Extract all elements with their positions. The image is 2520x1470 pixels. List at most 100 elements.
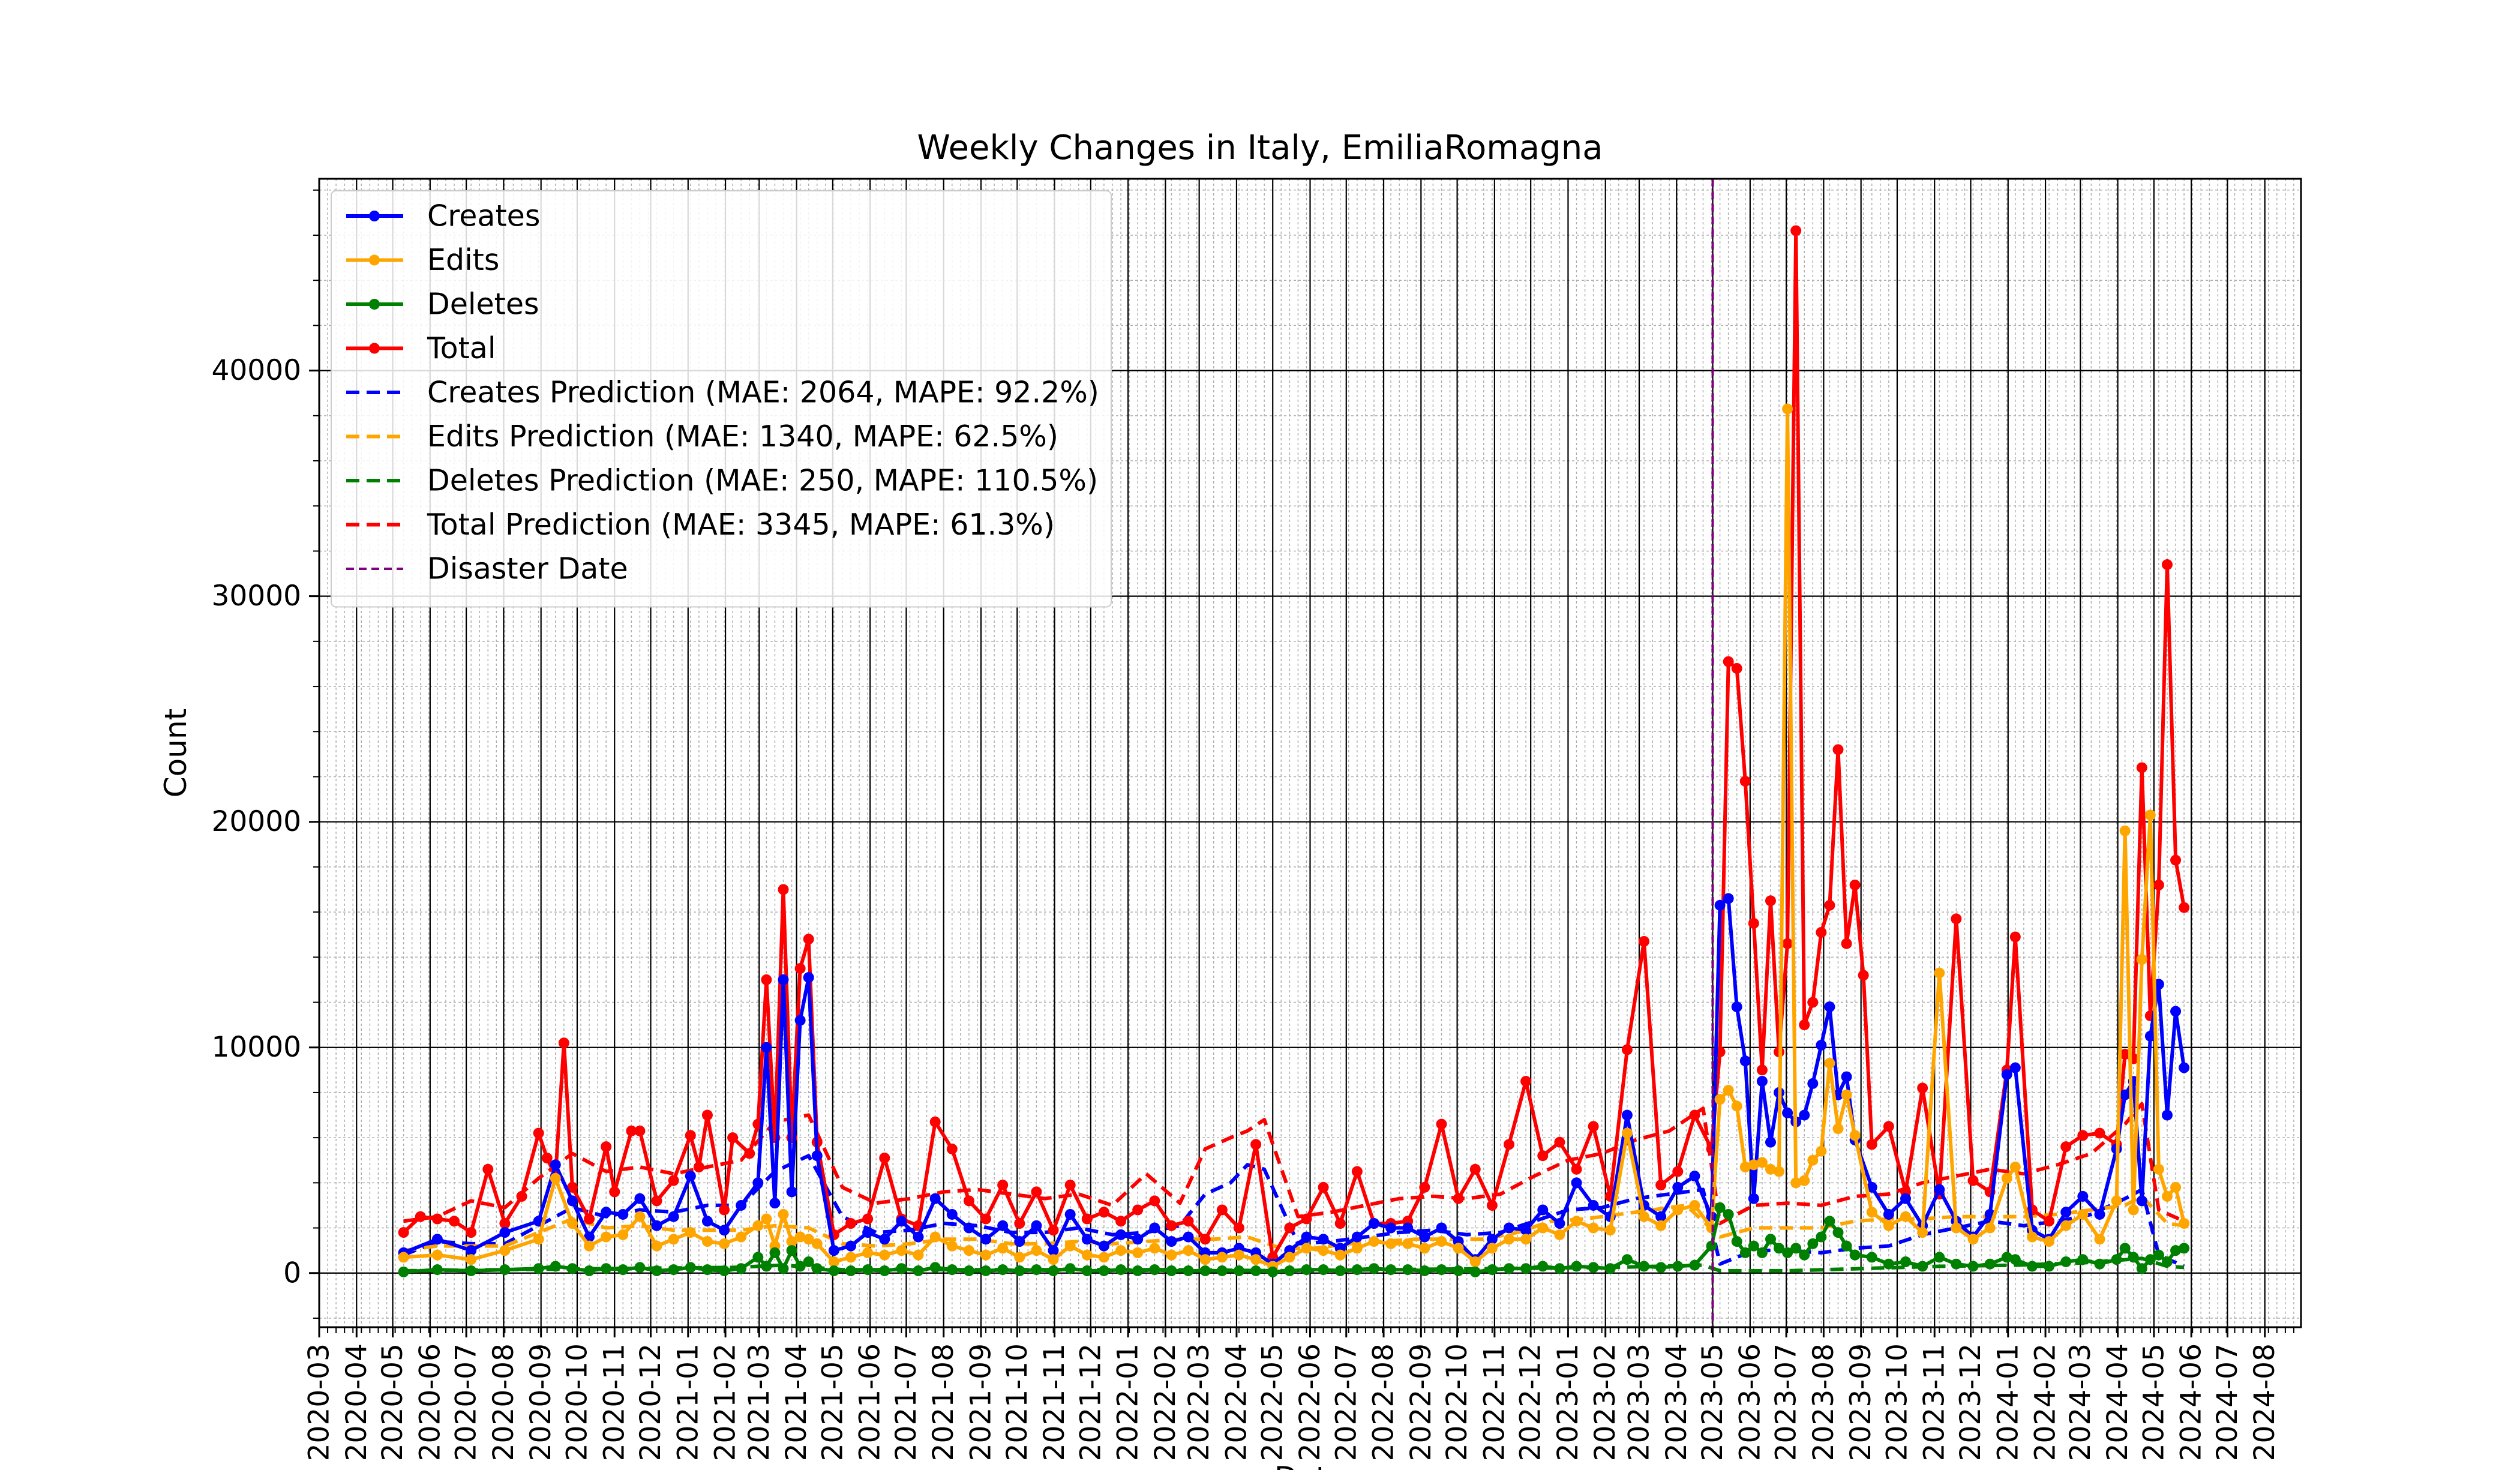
tick-label-x: 2023-05 bbox=[1696, 1343, 1729, 1461]
point-edits bbox=[2026, 1231, 2038, 1243]
point-edits bbox=[466, 1254, 477, 1265]
point-deletes bbox=[1748, 1240, 1759, 1252]
point-total bbox=[1115, 1216, 1127, 1227]
legend-label-edits: Edits bbox=[427, 243, 499, 277]
point-creates bbox=[1554, 1218, 1565, 1229]
point-deletes bbox=[1756, 1247, 1768, 1258]
point-edits bbox=[2119, 825, 2131, 836]
point-creates bbox=[2060, 1207, 2072, 1218]
point-edits bbox=[1984, 1222, 1996, 1234]
point-edits bbox=[584, 1240, 595, 1252]
series-deletes-prediction bbox=[403, 1256, 2185, 1273]
point-creates bbox=[1132, 1234, 1144, 1245]
point-creates bbox=[1504, 1222, 1515, 1234]
point-total bbox=[584, 1213, 595, 1225]
point-creates bbox=[1723, 893, 1734, 904]
point-creates bbox=[466, 1245, 477, 1256]
point-deletes bbox=[879, 1265, 890, 1276]
point-total bbox=[1858, 970, 1869, 981]
legend-label-deletes: Deletes bbox=[427, 287, 539, 322]
point-deletes bbox=[1166, 1265, 1177, 1276]
point-deletes bbox=[1436, 1264, 1447, 1276]
tick-label-x: 2022-03 bbox=[1183, 1343, 1216, 1461]
point-creates bbox=[1166, 1236, 1177, 1247]
tick-label-x: 2024-05 bbox=[2137, 1343, 2170, 1461]
point-edits bbox=[1655, 1220, 1667, 1231]
point-deletes bbox=[2144, 1254, 2156, 1265]
point-edits bbox=[1841, 1089, 1852, 1100]
point-edits bbox=[1014, 1252, 1025, 1263]
point-deletes bbox=[2077, 1254, 2089, 1265]
point-edits bbox=[2077, 1208, 2089, 1220]
point-deletes bbox=[1816, 1231, 1827, 1243]
tick-label-x: 2024-02 bbox=[2029, 1343, 2062, 1461]
legend-marker-deletes bbox=[369, 299, 380, 310]
x-axis: 2020-03 2020-04 2020-05 2020-06 2020-07 2020-… bbox=[303, 1327, 2294, 1461]
point-creates bbox=[1621, 1109, 1633, 1121]
legend-label-total-prediction: Total Prediction (MAE: 3345, MAPE: 61.3%… bbox=[427, 508, 1055, 542]
point-edits bbox=[811, 1238, 823, 1249]
point-edits bbox=[1917, 1227, 1928, 1238]
point-deletes bbox=[601, 1263, 612, 1274]
point-edits bbox=[1639, 1211, 1650, 1222]
point-creates bbox=[2077, 1190, 2089, 1202]
tick-label-x: 2022-02 bbox=[1149, 1343, 1182, 1461]
point-deletes bbox=[1385, 1264, 1397, 1276]
point-creates bbox=[794, 1015, 806, 1026]
point-edits bbox=[1132, 1247, 1144, 1258]
point-total bbox=[1807, 997, 1819, 1008]
tick-label-x: 2021-11 bbox=[1038, 1343, 1071, 1461]
point-deletes bbox=[1588, 1262, 1599, 1273]
point-deletes bbox=[1655, 1262, 1667, 1273]
tick-label-x: 2024-07 bbox=[2211, 1343, 2244, 1461]
point-edits bbox=[1731, 1100, 1742, 1112]
point-edits bbox=[1318, 1245, 1329, 1256]
point-total bbox=[1655, 1180, 1667, 1191]
point-deletes bbox=[2170, 1245, 2182, 1256]
point-deletes bbox=[913, 1265, 924, 1276]
point-creates bbox=[1714, 899, 1726, 911]
point-edits bbox=[1149, 1243, 1160, 1254]
point-creates bbox=[761, 1042, 772, 1053]
tick-label-x: 2022-11 bbox=[1478, 1343, 1511, 1461]
point-edits bbox=[1756, 1157, 1768, 1168]
point-total bbox=[794, 963, 806, 974]
point-deletes bbox=[668, 1264, 679, 1276]
point-deletes bbox=[584, 1265, 595, 1276]
point-total bbox=[1672, 1166, 1684, 1177]
point-total bbox=[668, 1175, 679, 1186]
point-total bbox=[2060, 1141, 2072, 1153]
point-creates bbox=[1436, 1222, 1447, 1234]
point-deletes bbox=[1832, 1227, 1844, 1238]
point-creates bbox=[929, 1193, 941, 1204]
point-deletes bbox=[1706, 1240, 1717, 1252]
series-total-prediction bbox=[403, 1102, 2185, 1225]
point-edits bbox=[719, 1238, 730, 1249]
tick-label-x: 2023-09 bbox=[1844, 1343, 1877, 1461]
point-deletes bbox=[2009, 1254, 2021, 1265]
tick-label-x: 2021-07 bbox=[890, 1343, 923, 1461]
point-edits bbox=[2136, 954, 2147, 965]
point-total bbox=[963, 1195, 974, 1207]
point-edits bbox=[1419, 1243, 1430, 1254]
point-total bbox=[1866, 1139, 1877, 1150]
point-deletes bbox=[752, 1252, 764, 1263]
point-total bbox=[1967, 1175, 1979, 1186]
point-deletes bbox=[862, 1264, 874, 1276]
point-deletes bbox=[398, 1266, 409, 1277]
point-deletes bbox=[1672, 1261, 1684, 1272]
tick-label-x: 2023-02 bbox=[1589, 1343, 1622, 1461]
tick-label-x: 2022-12 bbox=[1514, 1343, 1547, 1461]
tick-label-x: 2023-01 bbox=[1552, 1343, 1585, 1461]
point-deletes bbox=[794, 1261, 806, 1272]
point-edits bbox=[929, 1231, 941, 1243]
point-creates bbox=[617, 1208, 629, 1220]
tick-label-x: 2022-01 bbox=[1112, 1343, 1145, 1461]
point-deletes bbox=[1951, 1258, 1962, 1270]
point-total bbox=[2094, 1127, 2105, 1139]
point-total bbox=[1031, 1186, 1042, 1198]
point-total bbox=[761, 974, 772, 985]
point-creates bbox=[1368, 1218, 1379, 1229]
point-creates bbox=[2144, 1030, 2156, 1042]
point-deletes bbox=[1731, 1236, 1742, 1247]
